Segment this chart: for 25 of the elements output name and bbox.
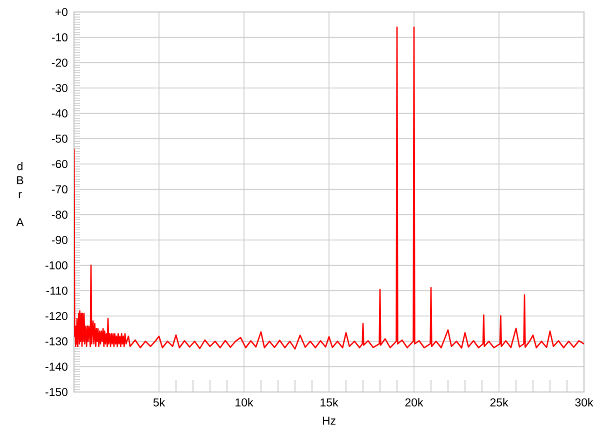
text: dBr A <box>16 162 24 226</box>
y-tick-label: +0 <box>55 8 68 16</box>
y-tick-label: -20 <box>52 58 68 67</box>
y-tick-label: -50 <box>52 134 68 143</box>
y-tick-label: -150 <box>46 388 68 396</box>
y-tick-label: -10 <box>52 33 68 42</box>
x-tick-label: 30k <box>575 398 594 406</box>
y-tick-label: -30 <box>52 84 68 92</box>
y-tick-label: -80 <box>52 210 68 219</box>
y-tick-label: -130 <box>46 337 68 346</box>
y-tick-label: -120 <box>46 312 68 320</box>
y-tick-label: -40 <box>52 109 68 118</box>
line-series <box>74 26 584 350</box>
y-tick-label: -100 <box>46 261 68 270</box>
y-tick-label: -70 <box>52 185 68 194</box>
x-tick-label: 20k <box>405 398 424 406</box>
x-axis-title: Hz <box>322 416 336 425</box>
y-tick-label: -110 <box>46 286 68 295</box>
x-tick-label: 5k <box>153 398 166 406</box>
y-tick-label: -60 <box>52 160 68 168</box>
y-tick-label: -140 <box>46 362 68 371</box>
y-tick-label: -90 <box>52 236 68 244</box>
x-tick-label: 25k <box>490 398 508 406</box>
x-tick-label: 15k <box>320 398 338 406</box>
x-tick-label: 10k <box>236 398 254 406</box>
